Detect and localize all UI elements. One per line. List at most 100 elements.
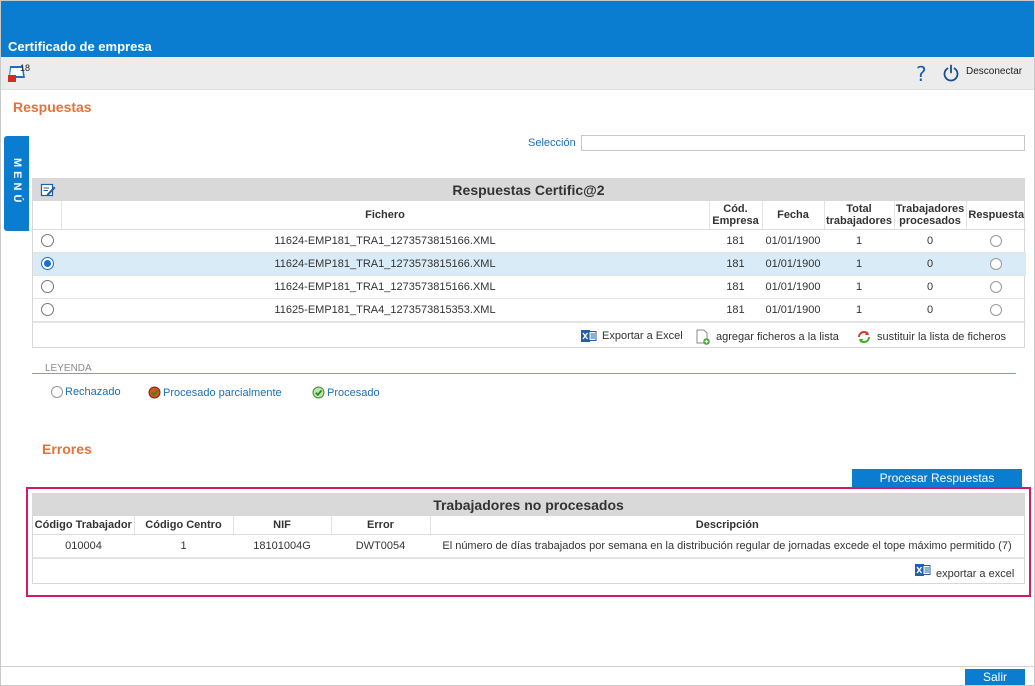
app-badge: 18 (20, 63, 31, 73)
table-row[interactable]: 010004 1 18101004G DWT0054 El número de … (33, 534, 1024, 558)
selection-input[interactable] (581, 135, 1025, 151)
column-header-descripcion[interactable]: Descripción (430, 516, 1024, 535)
export-errors-excel-label: exportar a excel (936, 567, 1015, 580)
rejected-icon (51, 386, 63, 398)
table-row[interactable]: 11624-EMP181_TRA1_1273573815166.XML 181 … (33, 252, 1026, 276)
toolbar: 18 ? Desconectar (1, 57, 1034, 90)
cell-codigo-trabajador: 010004 (33, 534, 134, 558)
add-files-label: agregar ficheros a la lista (716, 330, 839, 343)
responses-grid-footer: Exportar a Excel agregar ficheros a la l… (33, 321, 1024, 348)
legend-title: LEYENDA (45, 363, 92, 374)
export-errors-excel-link[interactable]: exportar a excel (915, 563, 1015, 580)
excel-icon (581, 329, 597, 342)
responses-grid-title: Respuestas Certific@2 (452, 182, 605, 198)
cell-procesados: 0 (894, 252, 966, 276)
cell-empresa: 181 (709, 252, 762, 276)
section-title-respuestas: Respuestas (13, 99, 92, 115)
column-header-cod-empresa[interactable]: Cód. Empresa (709, 201, 763, 230)
legend-processed: Procesado (312, 386, 380, 399)
help-icon[interactable]: ? (916, 62, 927, 86)
cell-fichero: 11624-EMP181_TRA1_1273573815166.XML (61, 252, 709, 276)
cell-error: DWT0054 (331, 534, 430, 558)
process-responses-button[interactable]: Procesar Respuestas (852, 469, 1022, 488)
row-select-radio[interactable] (40, 257, 54, 270)
column-header-select (33, 201, 62, 230)
column-header-respuesta[interactable]: Respuesta (966, 201, 1026, 230)
cell-fecha: 01/01/1900 (762, 252, 824, 276)
response-status-radio (990, 234, 1002, 247)
column-header-fecha[interactable]: Fecha (762, 201, 825, 230)
row-select-radio[interactable] (40, 303, 54, 316)
processed-icon (312, 386, 325, 399)
cell-procesados: 0 (894, 298, 966, 322)
cell-total: 1 (824, 229, 894, 253)
responses-table: Fichero Cód. Empresa Fecha Total trabaja… (33, 201, 1026, 322)
replace-files-link[interactable]: sustituir la lista de ficheros (856, 329, 1006, 345)
cell-procesados: 0 (894, 275, 966, 299)
cell-fichero: 11624-EMP181_TRA1_1273573815166.XML (61, 229, 709, 253)
legend-partial: Procesado parcialmente (148, 386, 282, 399)
excel-icon (915, 563, 931, 576)
column-header-total[interactable]: Total trabajadores (824, 201, 895, 230)
refresh-icon (858, 330, 870, 343)
column-header-nif[interactable]: NIF (233, 516, 332, 535)
logout-button[interactable]: Desconectar (966, 66, 1023, 77)
replace-files-label: sustituir la lista de ficheros (877, 330, 1006, 343)
section-title-errores: Errores (42, 441, 92, 457)
cell-empresa: 181 (709, 298, 762, 322)
export-excel-link[interactable]: Exportar a Excel (581, 329, 683, 343)
table-row[interactable]: 11624-EMP181_TRA1_1273573815166.XML 181 … (33, 229, 1026, 253)
cell-empresa: 181 (709, 229, 762, 253)
cell-fecha: 01/01/1900 (762, 275, 824, 299)
cell-total: 1 (824, 252, 894, 276)
errors-grid: Trabajadores no procesados Código Trabaj… (32, 493, 1025, 584)
column-header-fichero[interactable]: Fichero (61, 201, 710, 230)
legend-partial-label: Procesado parcialmente (163, 386, 282, 399)
table-row[interactable]: 11625-EMP181_TRA4_1273573815353.XML 181 … (33, 298, 1026, 322)
legend-divider (32, 373, 1016, 374)
errors-highlight-frame: Trabajadores no procesados Código Trabaj… (26, 487, 1031, 597)
cell-fichero: 11624-EMP181_TRA1_1273573815166.XML (61, 275, 709, 299)
errors-grid-footer: exportar a excel (33, 557, 1024, 583)
responses-grid-caption: Respuestas Certific@2 (33, 179, 1024, 201)
row-select-radio[interactable] (40, 234, 54, 247)
legend-rejected-label: Rechazado (65, 386, 121, 398)
responses-grid: Respuestas Certific@2 Fichero Cód. Empre… (32, 178, 1026, 348)
menu-tab-label: MENÚ (11, 158, 23, 207)
column-header-codigo-centro[interactable]: Código Centro (134, 516, 234, 535)
cell-total: 1 (824, 275, 894, 299)
cell-fecha: 01/01/1900 (762, 229, 824, 253)
edit-icon[interactable] (40, 182, 56, 198)
power-icon[interactable] (942, 64, 960, 82)
cell-fichero: 11625-EMP181_TRA4_1273573815353.XML (61, 298, 709, 322)
cell-codigo-centro: 1 (134, 534, 233, 558)
exit-button[interactable]: Salir (965, 669, 1025, 685)
errors-grid-caption: Trabajadores no procesados (33, 494, 1024, 516)
errors-table: Código Trabajador Código Centro NIF Erro… (33, 516, 1024, 558)
app-icon[interactable] (7, 63, 29, 83)
cell-total: 1 (824, 298, 894, 322)
column-header-codigo-trabajador[interactable]: Código Trabajador (33, 516, 135, 535)
cell-empresa: 181 (709, 275, 762, 299)
cell-descripcion: El número de días trabajados por semana … (430, 534, 1024, 558)
export-excel-label: Exportar a Excel (602, 329, 683, 342)
menu-tab[interactable]: MENÚ (4, 136, 29, 231)
legend-rejected: Rechazado (51, 386, 121, 398)
title-bar: Certificado de empresa (1, 1, 1034, 57)
partial-icon (148, 386, 161, 399)
column-header-error[interactable]: Error (331, 516, 431, 535)
cell-fecha: 01/01/1900 (762, 298, 824, 322)
table-row[interactable]: 11624-EMP181_TRA1_1273573815166.XML 181 … (33, 275, 1026, 299)
add-file-icon (696, 329, 710, 345)
selection-label: Selección (528, 137, 576, 149)
bottom-divider (1, 666, 1034, 667)
legend-processed-label: Procesado (327, 386, 380, 399)
response-status-radio (990, 257, 1002, 270)
window-title: Certificado de empresa (8, 39, 152, 54)
add-files-link[interactable]: agregar ficheros a la lista (695, 329, 839, 345)
cell-procesados: 0 (894, 229, 966, 253)
cell-nif: 18101004G (233, 534, 331, 558)
row-select-radio[interactable] (40, 280, 54, 293)
response-status-radio (990, 303, 1002, 316)
column-header-procesados[interactable]: Trabajadores procesados (894, 201, 967, 230)
